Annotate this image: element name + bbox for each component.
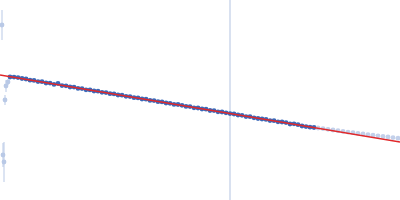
line <box>0 75 400 142</box>
point <box>381 134 386 139</box>
point <box>2 160 7 165</box>
point <box>386 135 391 140</box>
point <box>396 136 400 141</box>
line <box>229 0 230 200</box>
plot-area <box>0 0 400 200</box>
point <box>0 23 4 28</box>
point <box>391 135 396 140</box>
point <box>3 98 8 103</box>
point <box>1 153 6 158</box>
point <box>6 80 11 85</box>
chart <box>0 0 400 200</box>
